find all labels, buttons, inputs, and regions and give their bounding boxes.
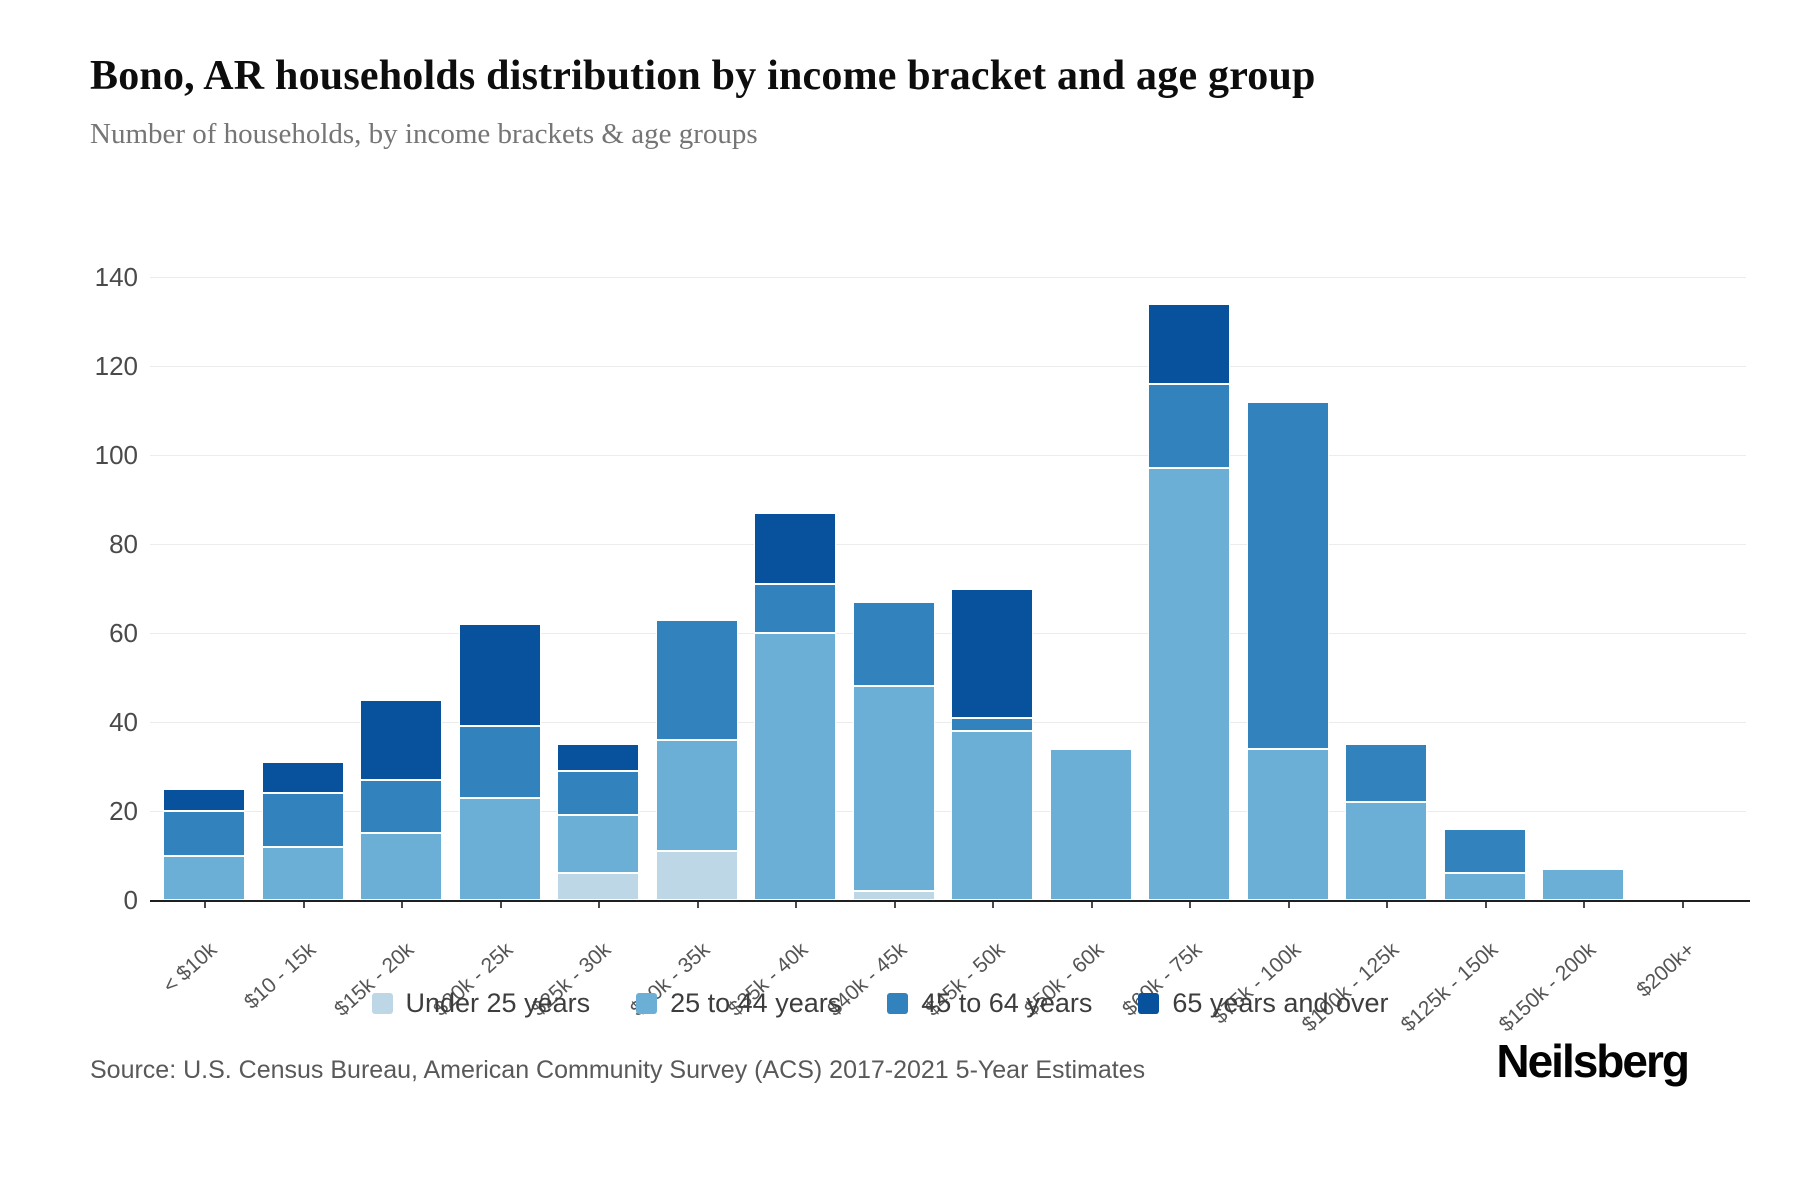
x-axis-tick	[1681, 902, 1684, 908]
bar-segment[interactable]	[951, 730, 1034, 900]
gridline-y-20	[150, 811, 1746, 812]
bar-segment[interactable]	[261, 762, 344, 794]
page-subtitle: Number of households, by income brackets…	[90, 118, 758, 150]
bar-segment[interactable]	[754, 633, 837, 900]
x-axis-tick	[302, 902, 305, 908]
bar-segment[interactable]	[852, 891, 935, 900]
chart-legend: Under 25 years 25 to 44 years 45 to 64 yea…	[0, 988, 1760, 1019]
bar-segment[interactable]	[1148, 303, 1231, 384]
gridline-y-100	[150, 455, 1746, 456]
bar-segment[interactable]	[1542, 868, 1625, 900]
bar-segment[interactable]	[1246, 401, 1329, 749]
bar-segment[interactable]	[458, 797, 541, 900]
bar-segment[interactable]	[1345, 802, 1428, 900]
legend-item[interactable]: Under 25 years	[371, 988, 591, 1019]
gridline-y-140	[150, 277, 1746, 278]
x-axis-tick	[499, 902, 502, 908]
x-axis-tick	[1484, 902, 1487, 908]
y-axis-tick-label: 40	[109, 707, 138, 737]
x-axis-tick	[893, 902, 896, 908]
bar-segment[interactable]	[1148, 383, 1231, 469]
x-axis-tick	[1583, 902, 1586, 908]
bar-segment[interactable]	[852, 601, 935, 687]
legend-label: Under 25 years	[405, 988, 591, 1018]
legend-swatch-icon	[1138, 993, 1160, 1014]
x-axis-tick	[204, 902, 207, 908]
legend-swatch-icon	[371, 993, 393, 1014]
bar-segment[interactable]	[557, 770, 640, 816]
legend-label: 65 years and over	[1172, 988, 1389, 1018]
legend-item[interactable]: 45 to 64 years	[887, 988, 1092, 1019]
bar-segment[interactable]	[1049, 748, 1132, 900]
gridline-y-40	[150, 722, 1746, 723]
source-note: Source: U.S. Census Bureau, American Com…	[90, 1056, 1146, 1084]
legend-item[interactable]: 25 to 44 years	[636, 988, 841, 1019]
bar-segment[interactable]	[754, 512, 837, 585]
bar-segment[interactable]	[557, 873, 640, 900]
bar-segment[interactable]	[163, 811, 246, 856]
bar-segment[interactable]	[754, 584, 837, 633]
x-axis-tick	[1189, 902, 1192, 908]
gridline-y-60	[150, 633, 1746, 634]
bar-segment[interactable]	[1345, 744, 1428, 803]
y-axis-tick-label: 140	[94, 262, 138, 292]
y-axis-tick-label: 60	[109, 618, 138, 648]
bar-segment[interactable]	[458, 624, 541, 727]
x-axis-tick	[401, 902, 404, 908]
bar-segment[interactable]	[852, 686, 935, 892]
bar-segment[interactable]	[655, 619, 738, 740]
legend-label: 25 to 44 years	[670, 988, 842, 1018]
bar-segment[interactable]	[163, 788, 246, 811]
bar-segment[interactable]	[360, 699, 443, 780]
page-title: Bono, AR households distribution by inco…	[90, 53, 1316, 99]
bar-segment[interactable]	[261, 793, 344, 847]
legend-swatch-icon	[887, 993, 909, 1014]
legend-item[interactable]: 65 years and over	[1138, 988, 1389, 1019]
y-axis-tick-label: 80	[109, 529, 138, 559]
y-axis-tick-label: 0	[123, 885, 138, 915]
x-axis-tick	[696, 902, 699, 908]
bar-segment[interactable]	[557, 744, 640, 771]
x-axis-line	[150, 900, 1750, 902]
bar-segment[interactable]	[951, 588, 1034, 718]
x-axis-tick	[598, 902, 601, 908]
y-axis-tick-label: 100	[94, 440, 138, 470]
x-axis-tick	[795, 902, 798, 908]
bar-segment[interactable]	[951, 717, 1034, 731]
legend-label: 45 to 64 years	[921, 988, 1093, 1018]
bar-segment[interactable]	[261, 846, 344, 900]
legend-swatch-icon	[636, 993, 658, 1014]
gridline-y-80	[150, 544, 1746, 545]
gridline-y-120	[150, 366, 1746, 367]
brand-logo: Neilsberg	[1496, 1035, 1690, 1087]
x-axis-tick	[992, 902, 995, 908]
bar-segment[interactable]	[360, 779, 443, 834]
bar-segment[interactable]	[655, 739, 738, 852]
y-axis-tick-label: 20	[109, 796, 138, 826]
bar-segment[interactable]	[557, 815, 640, 874]
bar-segment[interactable]	[1246, 748, 1329, 900]
x-axis-tick	[1287, 902, 1290, 908]
x-axis-tick	[1090, 902, 1093, 908]
bar-segment[interactable]	[163, 855, 246, 900]
bar-segment[interactable]	[360, 833, 443, 900]
bar-segment[interactable]	[1443, 873, 1526, 900]
bar-segment[interactable]	[655, 851, 738, 900]
bar-segment[interactable]	[1443, 828, 1526, 874]
y-axis-tick-label: 120	[94, 351, 138, 381]
bar-segment[interactable]	[1148, 468, 1231, 900]
bar-segment[interactable]	[458, 726, 541, 798]
x-axis-tick	[1386, 902, 1389, 908]
